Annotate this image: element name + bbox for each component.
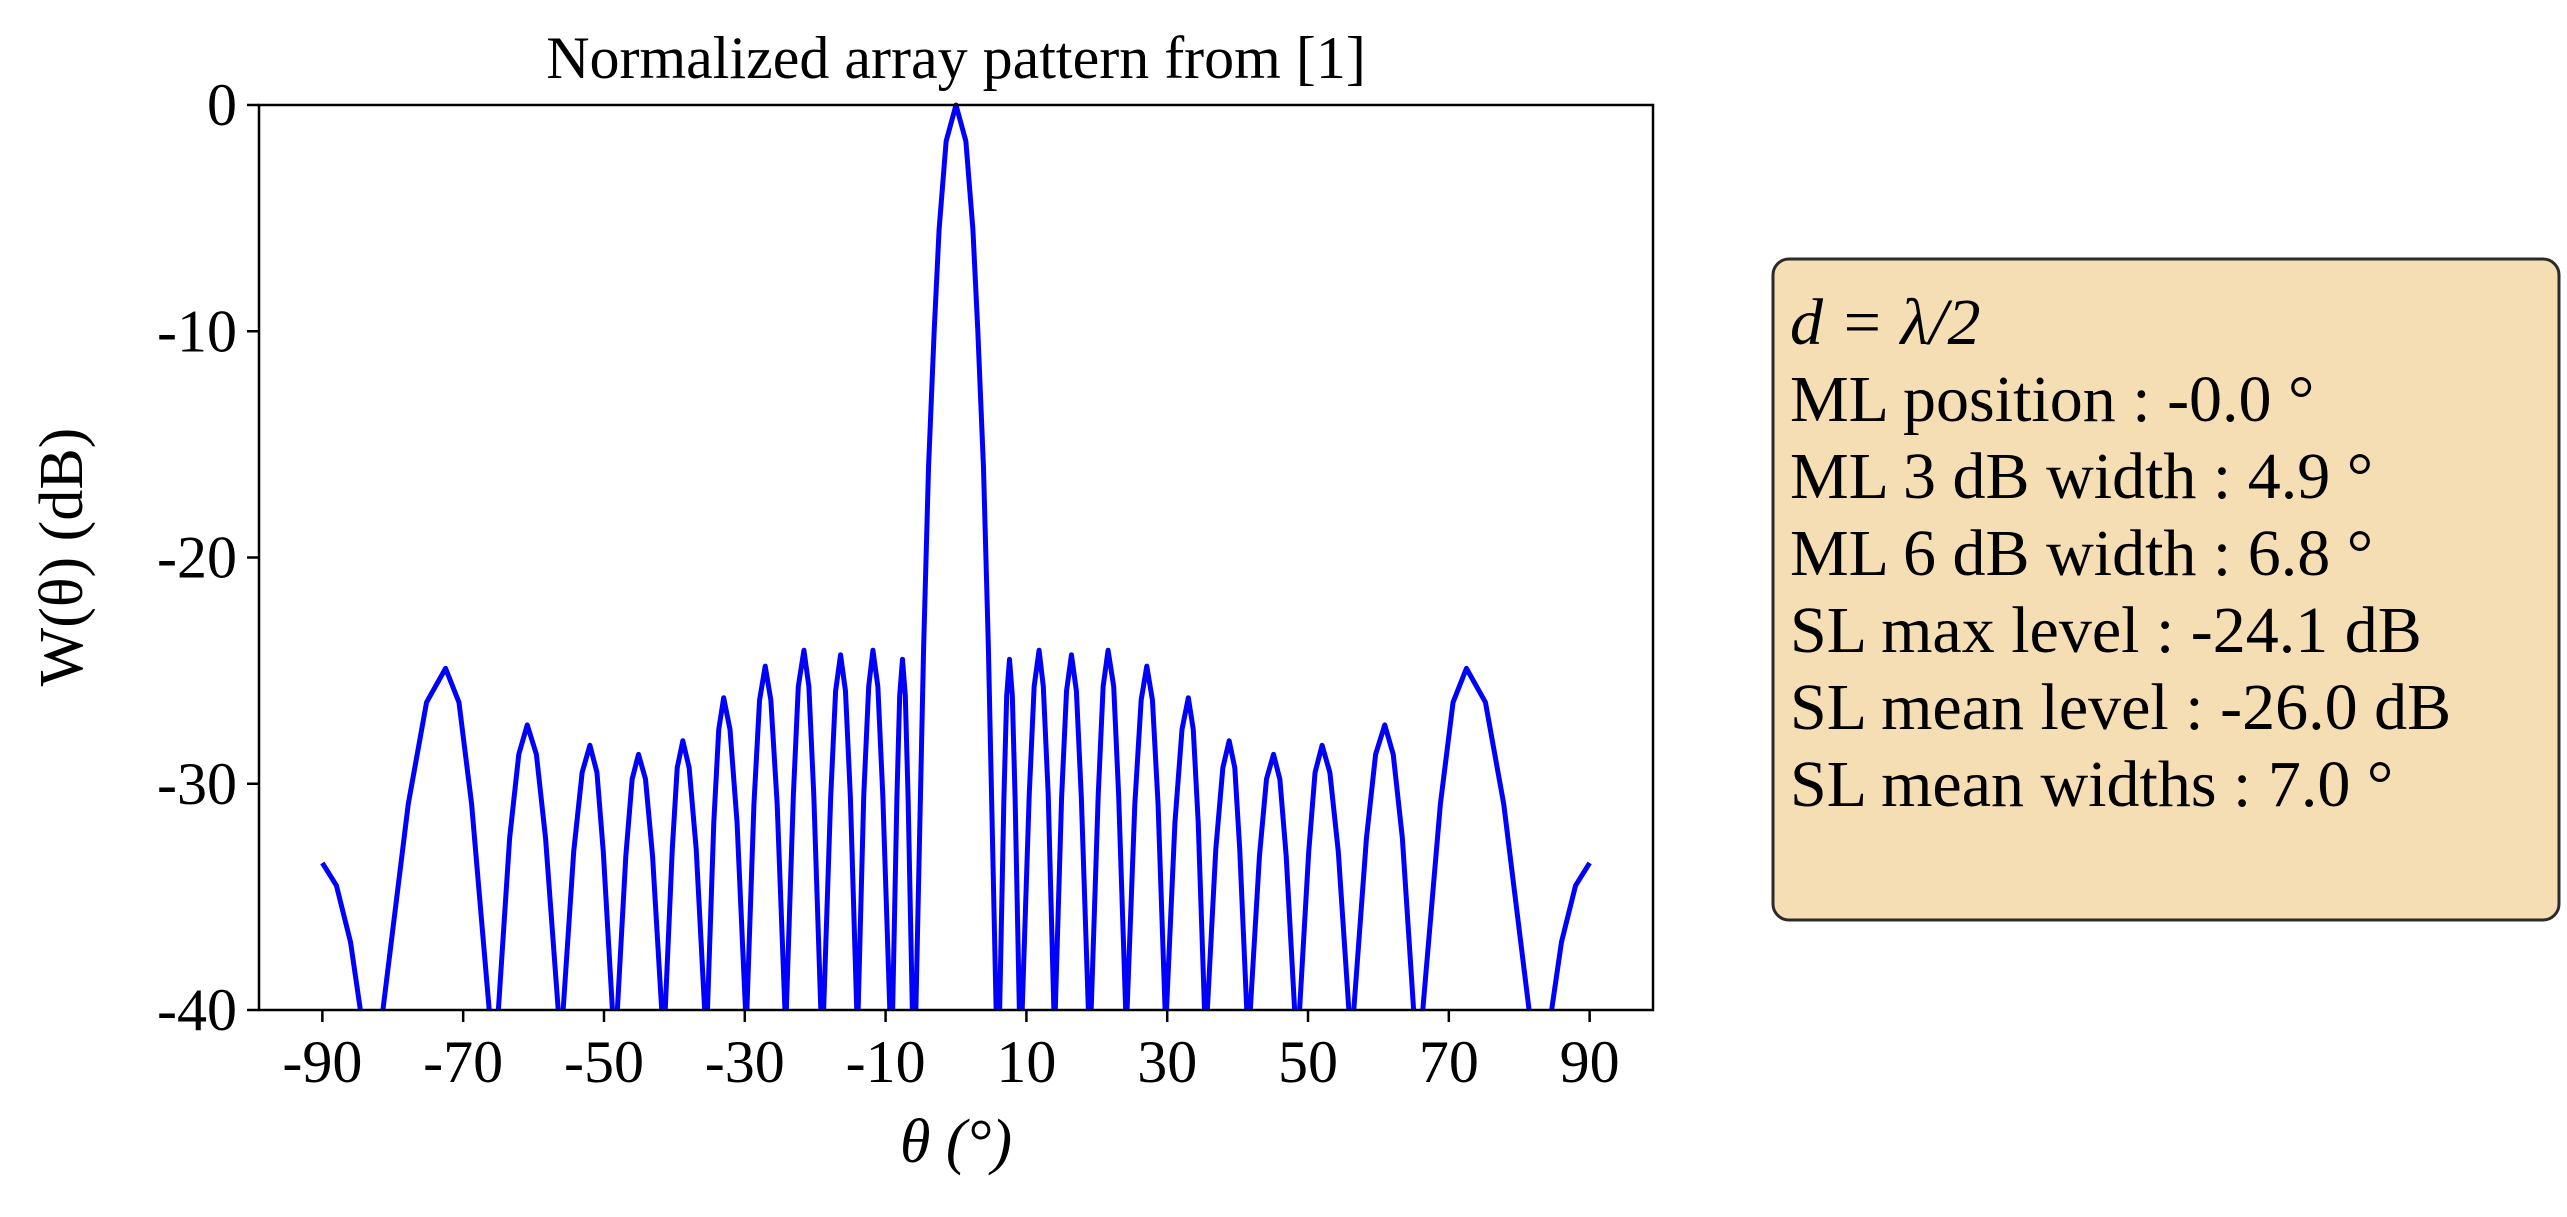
annotation-box [1771, 257, 2561, 922]
annotation-line: ML position : -0.0 ° [1790, 363, 2314, 436]
x-tick-label: 30 [1137, 1029, 1197, 1095]
x-axis-label: θ (°) [900, 1108, 1012, 1176]
x-tick-label: -10 [846, 1029, 926, 1095]
annotation-line: SL mean widths : 7.0 ° [1790, 748, 2393, 821]
annotation-line: ML 6 dB width : 6.8 ° [1790, 517, 2373, 590]
y-tick-label: -40 [157, 977, 237, 1043]
x-tick-label: -50 [564, 1029, 644, 1095]
y-axis-label: W(θ) (dB) [28, 428, 96, 687]
x-tick-label: 70 [1419, 1029, 1479, 1095]
y-tick-label: -30 [157, 751, 237, 817]
x-tick-label: 50 [1278, 1029, 1338, 1095]
annotation-line: SL max level : -24.1 dB [1790, 594, 2422, 667]
annotation-line: ML 3 dB width : 4.9 ° [1790, 440, 2373, 513]
x-tick-label: -70 [423, 1029, 503, 1095]
annotation-line: d = λ/2 [1790, 286, 1980, 359]
x-tick-label: -90 [282, 1029, 362, 1095]
y-tick-label: 0 [207, 72, 237, 138]
x-tick-label: -30 [705, 1029, 785, 1095]
x-tick-label: 90 [1560, 1029, 1620, 1095]
y-tick-label: -10 [157, 298, 237, 364]
plot-frame [257, 103, 1655, 1012]
y-tick-label: -20 [157, 525, 237, 591]
x-tick-label: 10 [996, 1029, 1056, 1095]
annotation-line: SL mean level : -26.0 dB [1790, 671, 2451, 744]
chart-title: Normalized array pattern from [1] [546, 25, 1366, 91]
pattern-line [320, 102, 1592, 1011]
